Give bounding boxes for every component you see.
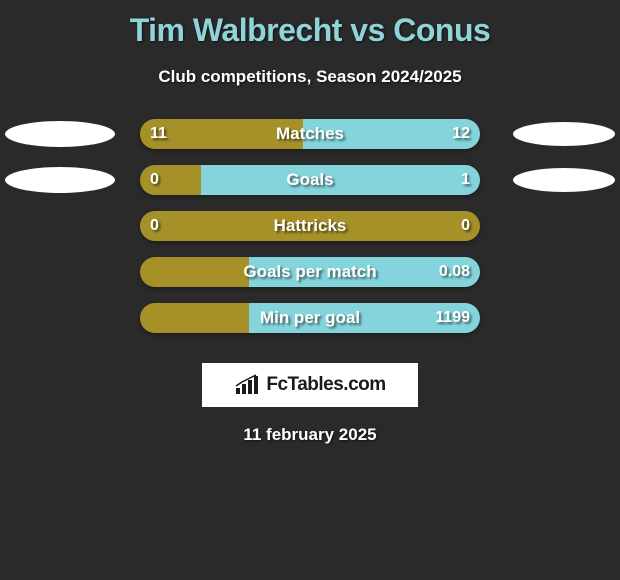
bars-icon <box>234 374 260 396</box>
logo-box: FcTables.com <box>202 363 418 407</box>
stats-container: 1112Matches 01Goals 00Hattricks 0.08Goals p… <box>0 119 620 349</box>
player-ellipse-right <box>513 122 615 146</box>
subtitle: Club competitions, Season 2024/2025 <box>0 67 620 87</box>
stat-label: Min per goal <box>140 303 480 333</box>
stat-row: 01Goals <box>0 165 620 211</box>
logo-text: FcTables.com <box>266 374 385 396</box>
stat-bar: 00Hattricks <box>140 211 480 241</box>
stat-row: 0.08Goals per match <box>0 257 620 303</box>
player-ellipse-right <box>513 168 615 192</box>
stat-bar: 1112Matches <box>140 119 480 149</box>
stat-row: 00Hattricks <box>0 211 620 257</box>
stat-label: Goals <box>140 165 480 195</box>
stat-bar: 01Goals <box>140 165 480 195</box>
player-ellipse-left <box>5 167 115 193</box>
stat-row: 1112Matches <box>0 119 620 165</box>
date-text: 11 february 2025 <box>0 425 620 445</box>
stat-bar: 1199Min per goal <box>140 303 480 333</box>
player-ellipse-left <box>5 121 115 147</box>
stat-row: 1199Min per goal <box>0 303 620 349</box>
page-title: Tim Walbrecht vs Conus <box>0 0 620 49</box>
stat-label: Goals per match <box>140 257 480 287</box>
stat-bar: 0.08Goals per match <box>140 257 480 287</box>
stat-label: Matches <box>140 119 480 149</box>
stat-label: Hattricks <box>140 211 480 241</box>
